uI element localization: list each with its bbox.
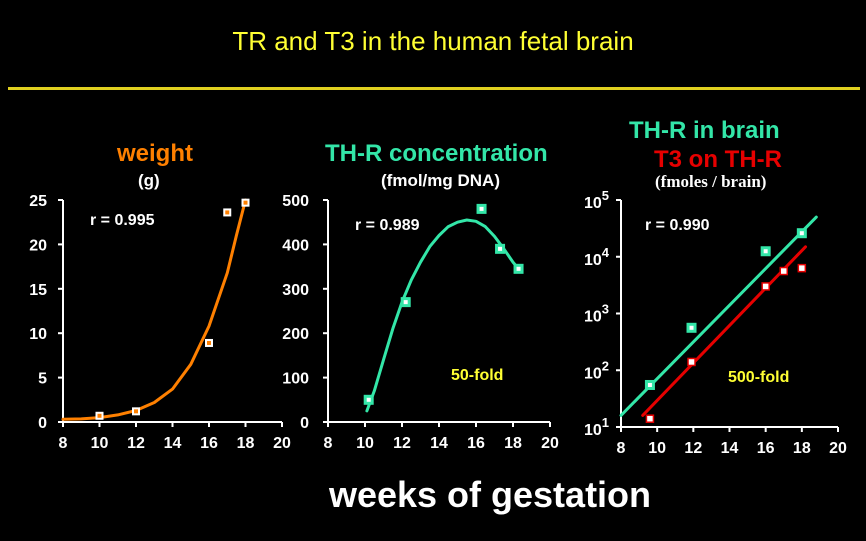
brain-content-y-tick-label: 102 [584,358,609,382]
brain-content-x-tick-label: 20 [829,440,847,457]
weight-x-tick-label: 16 [200,435,218,452]
thr-concentration-x-tick-label: 18 [504,435,522,452]
weight-data-point-core [243,200,248,205]
weight-chart-title: weight [117,140,193,167]
thr-concentration-x-tick-label: 8 [324,435,333,452]
weight-data-point-core [225,210,230,215]
brain-content-x-tick-label: 12 [684,440,702,457]
weight-y-tick-label: 10 [29,326,47,343]
brain-content-y-tick-label: 101 [584,415,609,439]
t3-data-point [779,266,788,276]
thr-concentration-y-tick-label: 100 [282,371,309,388]
t3-data-point [761,282,770,291]
thr-concentration-x-tick-label: 20 [541,435,559,452]
thr-concentration-annotation: 50-fold [451,367,503,384]
brain-content-x-tick-label: 10 [648,440,666,457]
weight-x-tick-label: 18 [237,435,255,452]
weight-x-tick-label: 10 [91,435,109,452]
weight-x-tick-label: 14 [164,435,182,452]
thr-concentration-data-point-core [498,246,503,251]
weight-y-tick-label: 15 [29,282,47,299]
slide-title: TR and T3 in the human fetal brain [232,26,634,56]
brain-content-annotation: 500-fold [728,369,789,386]
thr-concentration-data-point-core [516,266,521,271]
thr-data-point-core [763,249,768,254]
thr-concentration-y-tick-label: 500 [282,193,309,210]
brain-content-y-tick-label: 105 [584,188,609,212]
t3-data-point [645,414,655,423]
weight-y-tick-label: 25 [29,193,47,210]
thr-concentration-chart-title: TH-R concentration [325,140,548,167]
thr-concentration-x-tick-label: 16 [467,435,485,452]
weight-data-point-core [207,340,211,345]
brain-content-x-tick-label: 18 [793,440,811,457]
weight-x-tick-label: 12 [127,435,145,452]
thr-concentration-data-point-core [403,300,408,305]
thr-data-point-core [689,325,694,330]
weight-fit-line [61,198,247,421]
weight-chart-unit: (g) [138,171,160,190]
thr-data-point-core [799,231,804,236]
thr-concentration-data-point-core [479,206,484,211]
t3-chart-title: T3 on TH-R [654,146,782,173]
thr-concentration-data-point-core [366,397,371,402]
thr-concentration-fit-line [365,218,522,413]
brain-content-x-tick-label: 8 [617,440,626,457]
thr-concentration-y-tick-label: 300 [282,282,309,299]
weight-x-tick-label: 20 [273,435,291,452]
brain-content-x-tick-label: 16 [757,440,775,457]
weight-data-point-core [134,409,138,414]
t3-data-point [687,357,696,367]
thr-concentration-x-tick-label: 12 [393,435,411,452]
brain-content-y-tick-label: 103 [584,302,609,326]
t3-fit-line [641,245,807,417]
brain-content-annotation: r = 0.990 [645,217,710,234]
thr-concentration-y-tick-label: 0 [300,415,309,432]
thr-brain-chart-title: TH-R in brain [629,117,780,144]
t3-data-point [797,263,807,273]
brain-content-chart-unit: (fmoles / brain) [655,172,767,191]
weight-annotation: r = 0.995 [90,212,155,229]
weight-x-tick-label: 8 [59,435,68,452]
thr-concentration-y-tick-label: 200 [282,326,309,343]
brain-content-x-tick-label: 14 [721,440,739,457]
thr-concentration-chart-unit: (fmol/mg DNA) [381,171,500,190]
thr-concentration-annotation: r = 0.989 [355,217,420,234]
brain-content-y-tick-label: 104 [584,245,610,269]
x-axis-label: weeks of gestation [328,474,652,515]
thr-concentration-x-tick-label: 10 [356,435,374,452]
thr-data-point-core [647,382,652,387]
thr-concentration-y-tick-label: 400 [282,237,309,254]
weight-y-tick-label: 0 [38,415,47,432]
weight-data-point-core [97,413,102,418]
title-divider [8,87,860,90]
weight-y-tick-label: 5 [38,371,47,388]
weight-y-tick-label: 20 [29,237,47,254]
thr-concentration-x-tick-label: 14 [430,435,448,452]
